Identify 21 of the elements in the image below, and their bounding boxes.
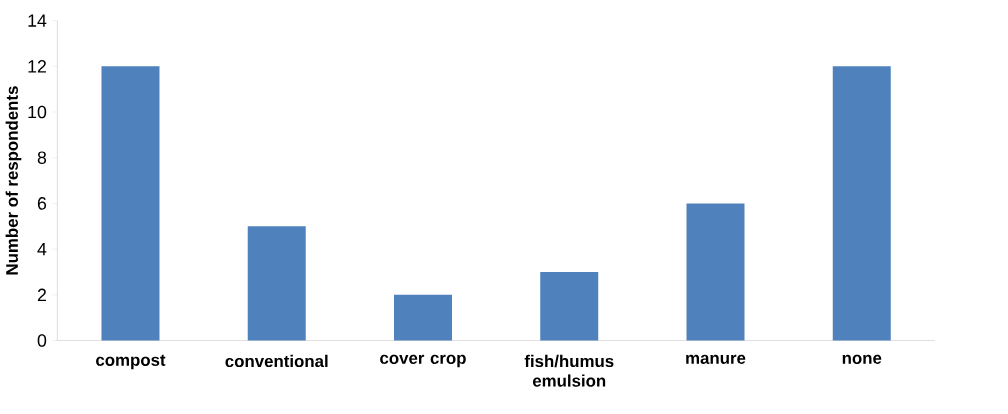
x-tick-label: none bbox=[842, 354, 882, 364]
bar bbox=[540, 271, 599, 341]
y-tick-label: 12 bbox=[28, 59, 46, 73]
y-tick-label: 0 bbox=[37, 334, 47, 347]
x-tick-label: fish/humus emulsion bbox=[524, 354, 614, 387]
y-tick-label: 2 bbox=[37, 288, 46, 301]
bar bbox=[832, 66, 891, 341]
bar bbox=[101, 66, 160, 341]
x-tick-label: manure bbox=[686, 354, 746, 364]
x-tick-label: conventional bbox=[225, 354, 328, 367]
y-tick-label: 14 bbox=[28, 14, 47, 27]
y-tick-label: 8 bbox=[37, 151, 47, 164]
bar bbox=[247, 226, 306, 341]
y-axis-title: Number of respondents bbox=[5, 86, 22, 275]
y-tick-label: 10 bbox=[28, 105, 47, 119]
y-tick-label: 4 bbox=[37, 242, 47, 256]
x-tick-label: cover crop bbox=[380, 354, 466, 368]
y-tick-label: 6 bbox=[37, 196, 47, 210]
x-tick-label: compost bbox=[96, 354, 166, 370]
bar bbox=[686, 203, 745, 341]
bar bbox=[393, 294, 452, 341]
